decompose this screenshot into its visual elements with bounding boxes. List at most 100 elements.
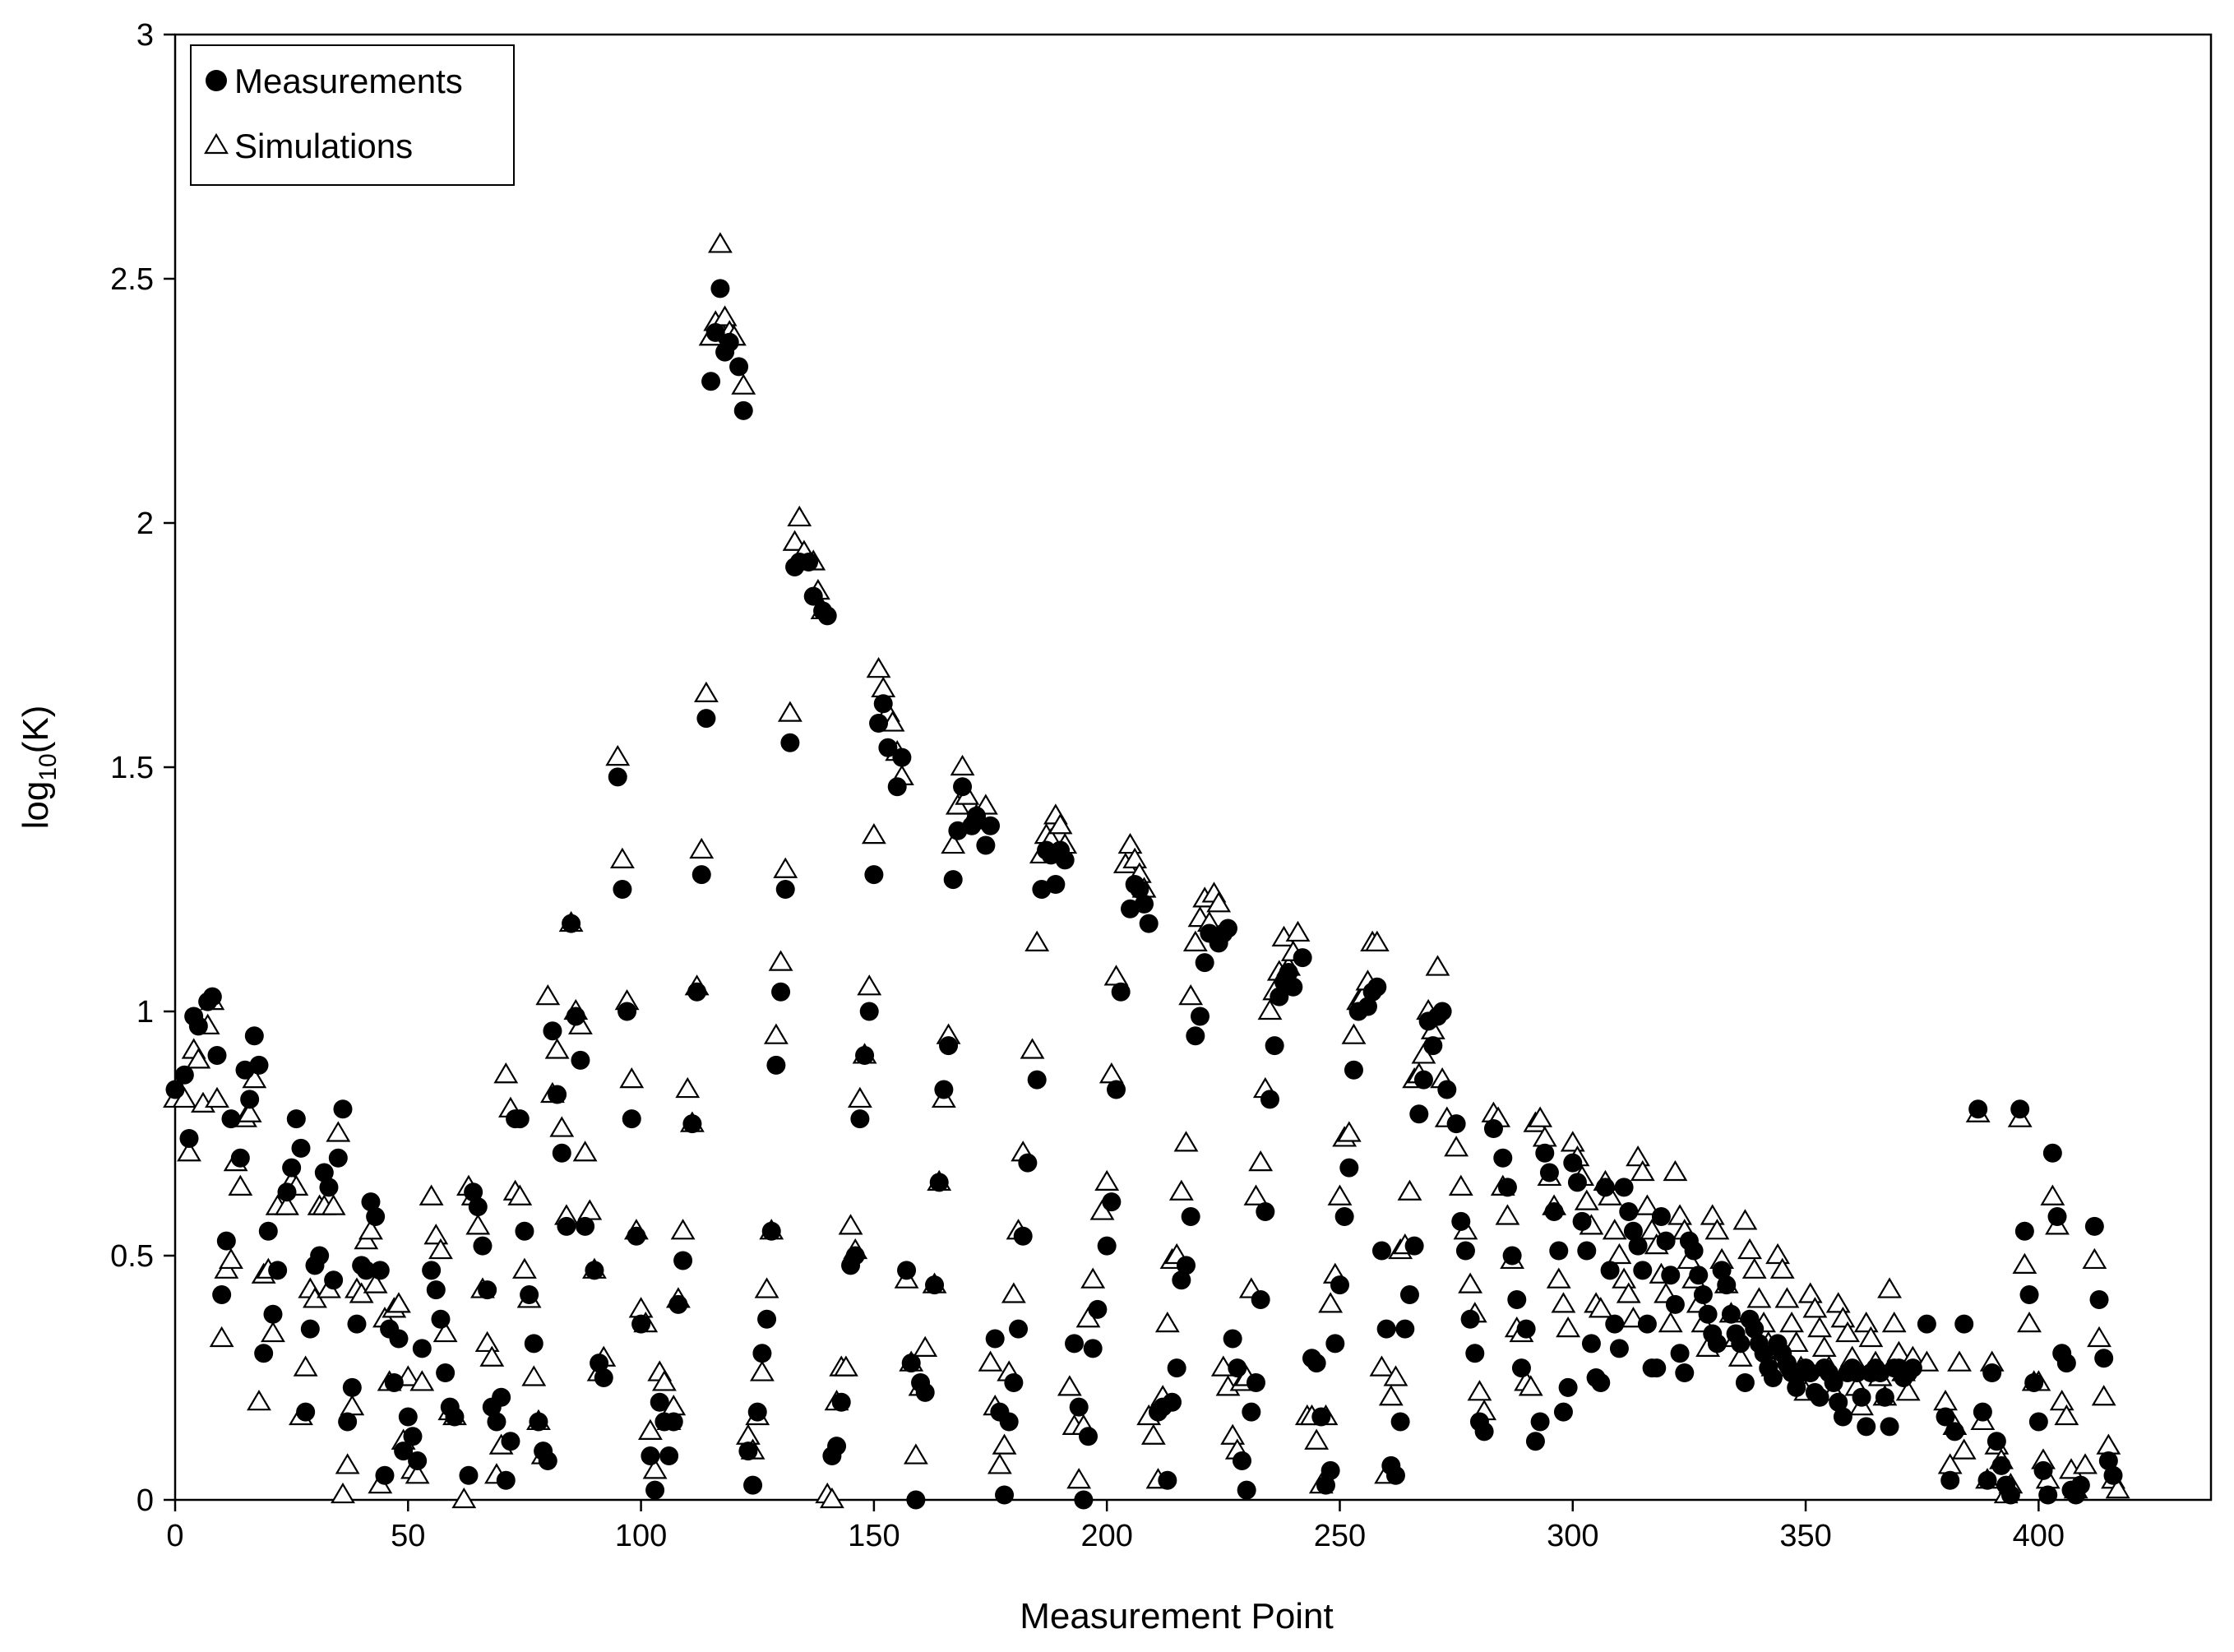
measurement-point: [1665, 1294, 1685, 1314]
simulation-point: [363, 1272, 388, 1293]
measurement-point: [1330, 1275, 1349, 1295]
simulation-point: [651, 1370, 677, 1391]
measurement-point: [859, 1002, 879, 1021]
simulation-point: [186, 1048, 211, 1069]
measurement-point: [622, 1109, 641, 1129]
measurement-point: [719, 332, 739, 352]
simulation-point: [1704, 1219, 1730, 1240]
measurement-point: [408, 1451, 428, 1470]
measurement-point: [999, 1412, 1019, 1432]
measurement-point: [1246, 1372, 1265, 1392]
simulation-point: [544, 1038, 570, 1059]
simulation-point: [2040, 1184, 2065, 1205]
x-tick-label: 350: [1779, 1519, 1831, 1553]
measurement-point: [594, 1368, 613, 1387]
simulation-point: [1877, 1277, 1902, 1298]
measurement-point: [492, 1387, 511, 1407]
measurement-point: [1614, 1178, 1634, 1197]
measurement-point: [1735, 1372, 1755, 1392]
simulation-point: [861, 822, 886, 845]
measurement-point: [1600, 1261, 1620, 1280]
simulation-point: [833, 1355, 858, 1377]
measurement-point: [2056, 1354, 2076, 1373]
measurement-point: [766, 1055, 786, 1075]
simulation-point: [1700, 1204, 1725, 1225]
measurement-point: [254, 1344, 274, 1363]
measurement-point: [878, 738, 898, 757]
measurement-point: [1111, 982, 1131, 1002]
measurement-point: [394, 1441, 414, 1461]
simulation-point: [847, 1086, 872, 1108]
measurement-point: [426, 1280, 446, 1300]
simulation-point: [1098, 1062, 1124, 1084]
measurement-point: [1549, 1241, 1569, 1261]
simulation-point: [731, 373, 756, 395]
measurement-point: [869, 714, 889, 733]
measurement-point: [1497, 1178, 1517, 1197]
simulation-point: [819, 1487, 844, 1509]
simulation-point: [326, 1121, 351, 1142]
simulation-point: [2012, 1252, 2037, 1274]
measurement-point: [2042, 1143, 2062, 1163]
measurement-point: [403, 1427, 423, 1446]
simulation-point: [609, 847, 635, 868]
measurement-point: [673, 1251, 693, 1270]
measurement-point: [370, 1261, 390, 1280]
measurement-point: [803, 586, 823, 606]
measurement-point: [1670, 1344, 1690, 1363]
simulation-point: [335, 1453, 360, 1474]
simulation-point: [1630, 1159, 1655, 1182]
measurement-point: [1009, 1319, 1029, 1339]
simulation-point: [777, 701, 802, 722]
measurement-point: [1046, 875, 1066, 895]
measurement-point: [384, 1372, 404, 1392]
measurement-point: [752, 1344, 772, 1363]
measurement-point: [188, 1016, 208, 1036]
measurement-point: [240, 1090, 260, 1109]
measurement-point: [687, 982, 707, 1002]
measurement-point: [1474, 1422, 1494, 1441]
simulation-point: [675, 1076, 701, 1099]
measurement-point: [1311, 1407, 1331, 1427]
measurement-point: [617, 1002, 637, 1021]
measurement-point: [277, 1182, 297, 1202]
simulation-point: [754, 1277, 779, 1298]
measurement-point: [705, 322, 725, 342]
measurement-point: [976, 835, 996, 855]
measurement-point: [1558, 1377, 1578, 1397]
measurement-point: [733, 400, 753, 420]
x-tick-label: 300: [1547, 1519, 1598, 1553]
measurement-point: [1745, 1319, 1765, 1339]
measurement-point: [1572, 1211, 1592, 1231]
simulation-point: [2096, 1433, 2121, 1455]
measurement-point: [887, 777, 907, 797]
measurement-point: [1553, 1402, 1573, 1422]
measurement-point: [1251, 1289, 1270, 1309]
simulation-point: [642, 1458, 668, 1479]
simulation-point: [1178, 984, 1204, 1006]
simulation-point: [1248, 1150, 1274, 1172]
simulation-point: [1057, 1375, 1082, 1396]
measurement-point: [1945, 1422, 1964, 1441]
measurement-point: [571, 1050, 590, 1070]
simulation-point: [941, 832, 966, 854]
measurement-point: [478, 1280, 497, 1300]
measurement-point: [1339, 1158, 1359, 1178]
y-tick-label: 0: [136, 1483, 154, 1518]
measurement-point: [529, 1412, 548, 1432]
simulation-point: [340, 1394, 365, 1416]
measurement-point: [1502, 1246, 1522, 1266]
measurement-point: [1367, 977, 1387, 997]
simulation-point: [1612, 1267, 1637, 1289]
simulation-point: [1741, 1257, 1767, 1279]
simulation-point: [1154, 1311, 1180, 1333]
data-points: [163, 232, 2130, 1510]
y-tick-label: 3: [136, 18, 154, 53]
simulation-point: [1448, 1174, 1473, 1196]
measurement-point: [1385, 1465, 1405, 1485]
simulation-point: [419, 1184, 444, 1205]
measurement-point: [855, 1045, 875, 1065]
measurement-point: [2038, 1485, 2058, 1505]
measurement-point: [179, 1128, 199, 1148]
measurement-point: [1544, 1202, 1564, 1222]
